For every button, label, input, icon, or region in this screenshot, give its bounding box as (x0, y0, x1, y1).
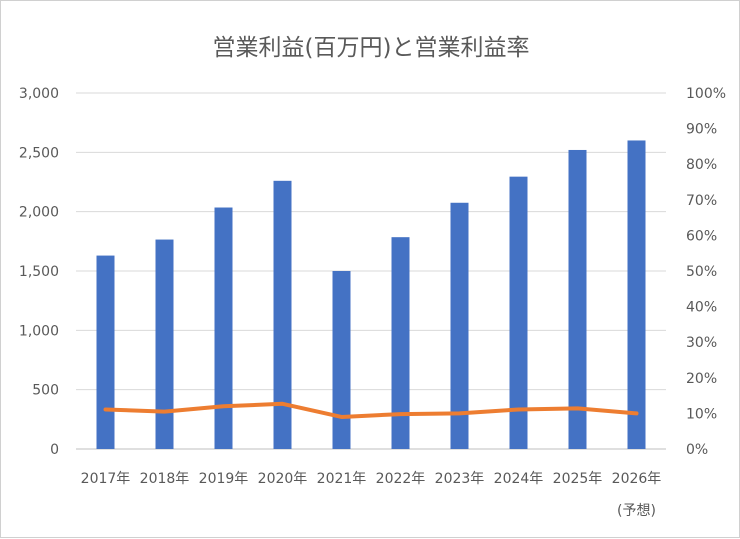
x-tick-label: 2017年 (81, 471, 131, 487)
left-tick-label: 500 (32, 383, 59, 399)
bar-series (96, 140, 646, 449)
bar (155, 239, 174, 449)
bar (214, 207, 233, 449)
x-tick-label: 2021年 (317, 471, 367, 487)
left-tick-label: 3,000 (19, 86, 59, 102)
right-tick-label: 100% (686, 86, 726, 102)
x-tick-label: 2026年 (612, 471, 662, 487)
right-tick-label: 50% (686, 264, 717, 280)
bar (450, 202, 469, 449)
bar (568, 149, 587, 449)
left-tick-label: 1,000 (19, 323, 59, 339)
left-tick-label: 0 (50, 442, 59, 458)
bar (391, 237, 410, 449)
right-tick-label: 0% (686, 442, 708, 458)
x-tick-label: 2020年 (258, 471, 308, 487)
x-tick-label: 2018年 (140, 471, 190, 487)
bar (96, 255, 115, 449)
x-tick-note: (予想) (617, 503, 656, 519)
right-axis: 0% 10% 20% 30% 40% 50% 60% 70% 80% 90% 100% (686, 86, 726, 458)
left-tick-label: 1,500 (19, 264, 59, 280)
right-tick-label: 20% (686, 371, 717, 387)
bar (509, 176, 528, 449)
x-tick-label: 2024年 (494, 471, 544, 487)
left-axis: 0 500 1,000 1,500 2,000 2,500 3,000 (19, 86, 59, 458)
right-tick-label: 60% (686, 228, 717, 244)
x-tick-label: 2023年 (435, 471, 485, 487)
margin-line (103, 401, 639, 419)
right-tick-label: 70% (686, 193, 717, 209)
bar (332, 271, 351, 449)
right-tick-label: 10% (686, 406, 717, 422)
bar (273, 180, 292, 449)
line-series (103, 401, 639, 419)
gridlines (76, 92, 666, 450)
x-axis: 2017年 2018年 2019年 2020年 2021年 2022年 2023年 2024年… (81, 471, 662, 519)
right-tick-label: 30% (686, 335, 717, 351)
bar (627, 140, 646, 449)
left-tick-label: 2,000 (19, 205, 59, 221)
right-tick-label: 80% (686, 157, 717, 173)
x-tick-label: 2025年 (553, 471, 603, 487)
x-tick-label: 2022年 (376, 471, 426, 487)
x-tick-label: 2019年 (199, 471, 249, 487)
left-tick-label: 2,500 (19, 145, 59, 161)
right-tick-label: 90% (686, 122, 717, 138)
right-tick-label: 40% (686, 300, 717, 316)
chart-title: 営業利益(百万円)と営業利益率 (213, 35, 530, 61)
